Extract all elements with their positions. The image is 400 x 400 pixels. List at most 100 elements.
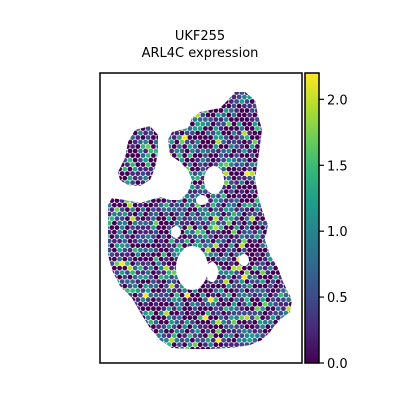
expression-spot bbox=[252, 247, 258, 253]
expression-spot bbox=[216, 130, 221, 136]
expression-spot bbox=[140, 117, 146, 122]
expression-spot bbox=[249, 306, 255, 312]
expression-spot bbox=[213, 108, 219, 113]
expression-spot bbox=[265, 225, 271, 231]
expression-spot bbox=[132, 229, 138, 235]
expression-spot bbox=[265, 198, 271, 204]
expression-spot bbox=[294, 284, 299, 289]
expression-spot bbox=[102, 167, 107, 172]
expression-spot bbox=[234, 162, 240, 168]
expression-spot bbox=[197, 135, 203, 140]
expression-spot bbox=[148, 202, 154, 208]
expression-spot bbox=[234, 216, 240, 222]
expression-spot bbox=[108, 211, 112, 217]
expression-spot bbox=[247, 184, 253, 190]
expression-spot bbox=[135, 333, 141, 339]
expression-spot bbox=[112, 148, 117, 154]
expression-spot bbox=[260, 234, 265, 240]
expression-spot bbox=[143, 157, 149, 163]
expression-spot bbox=[229, 270, 234, 275]
expression-spot bbox=[223, 270, 229, 275]
expression-spot bbox=[161, 153, 167, 158]
expression-spot bbox=[213, 162, 219, 168]
expression-spot bbox=[275, 117, 281, 122]
expression-spot bbox=[130, 225, 136, 231]
expression-spot bbox=[262, 283, 268, 289]
expression-spot bbox=[108, 148, 112, 154]
expression-spot bbox=[166, 234, 172, 240]
expression-spot bbox=[108, 342, 109, 348]
expression-spot bbox=[231, 112, 237, 118]
expression-spot bbox=[154, 86, 159, 91]
expression-spot bbox=[164, 319, 169, 325]
expression-spot bbox=[177, 162, 182, 168]
expression-spot bbox=[236, 175, 242, 181]
expression-spot bbox=[210, 130, 216, 136]
expression-spot bbox=[278, 166, 284, 172]
expression-spot bbox=[262, 157, 268, 163]
expression-spot bbox=[102, 122, 107, 127]
expression-spot bbox=[166, 306, 172, 312]
expression-spot bbox=[164, 211, 169, 217]
expression-spot bbox=[143, 301, 149, 307]
expression-spot bbox=[234, 126, 240, 131]
expression-spot bbox=[231, 184, 237, 190]
expression-spot bbox=[125, 162, 130, 168]
expression-spot bbox=[291, 306, 292, 312]
expression-spot bbox=[151, 279, 156, 284]
expression-spot bbox=[156, 99, 162, 104]
expression-spot bbox=[236, 139, 242, 145]
expression-spot bbox=[221, 301, 227, 307]
expression-spot bbox=[143, 319, 149, 325]
expression-spot bbox=[130, 252, 136, 257]
expression-spot bbox=[249, 261, 255, 266]
expression-spot bbox=[158, 265, 164, 271]
expression-spot bbox=[229, 117, 234, 122]
expression-spot bbox=[187, 198, 193, 204]
expression-spot bbox=[288, 319, 292, 325]
expression-spot bbox=[223, 324, 229, 330]
expression-spot bbox=[260, 162, 265, 168]
expression-spot bbox=[286, 216, 291, 222]
expression-spot bbox=[127, 346, 133, 349]
expression-spot bbox=[171, 216, 177, 222]
expression-spot bbox=[255, 126, 260, 131]
expression-spot bbox=[185, 86, 190, 91]
expression-spot bbox=[127, 157, 133, 163]
expression-spot bbox=[119, 324, 125, 330]
expression-spot bbox=[262, 319, 268, 325]
expression-spot bbox=[260, 135, 265, 140]
expression-spot bbox=[268, 274, 273, 280]
expression-spot bbox=[195, 238, 201, 244]
expression-spot bbox=[221, 337, 227, 343]
expression-spot bbox=[197, 297, 203, 303]
expression-spot bbox=[130, 162, 136, 168]
expression-spot bbox=[192, 171, 198, 177]
expression-spot bbox=[249, 315, 255, 321]
expression-spot bbox=[138, 229, 143, 235]
expression-spot bbox=[174, 346, 180, 349]
expression-spot bbox=[125, 135, 130, 140]
expression-spot bbox=[156, 108, 162, 113]
expression-spot bbox=[190, 310, 195, 316]
expression-spot bbox=[200, 337, 206, 343]
expression-spot bbox=[286, 324, 291, 330]
expression-spot bbox=[102, 338, 107, 343]
expression-spot bbox=[130, 189, 136, 195]
expression-spot bbox=[135, 198, 141, 204]
expression-spot bbox=[216, 148, 221, 154]
expression-spot bbox=[153, 130, 159, 136]
expression-spot bbox=[247, 346, 253, 349]
expression-spot bbox=[236, 94, 242, 100]
expression-spot bbox=[108, 162, 109, 168]
expression-spot bbox=[114, 288, 120, 293]
expression-spot bbox=[182, 225, 188, 231]
expression-spot bbox=[239, 153, 245, 158]
expression-spot bbox=[275, 153, 281, 158]
expression-spot bbox=[231, 193, 237, 199]
expression-spot bbox=[184, 94, 190, 100]
expression-spot bbox=[132, 94, 138, 100]
expression-spot bbox=[153, 103, 159, 109]
expression-spot bbox=[179, 130, 185, 136]
